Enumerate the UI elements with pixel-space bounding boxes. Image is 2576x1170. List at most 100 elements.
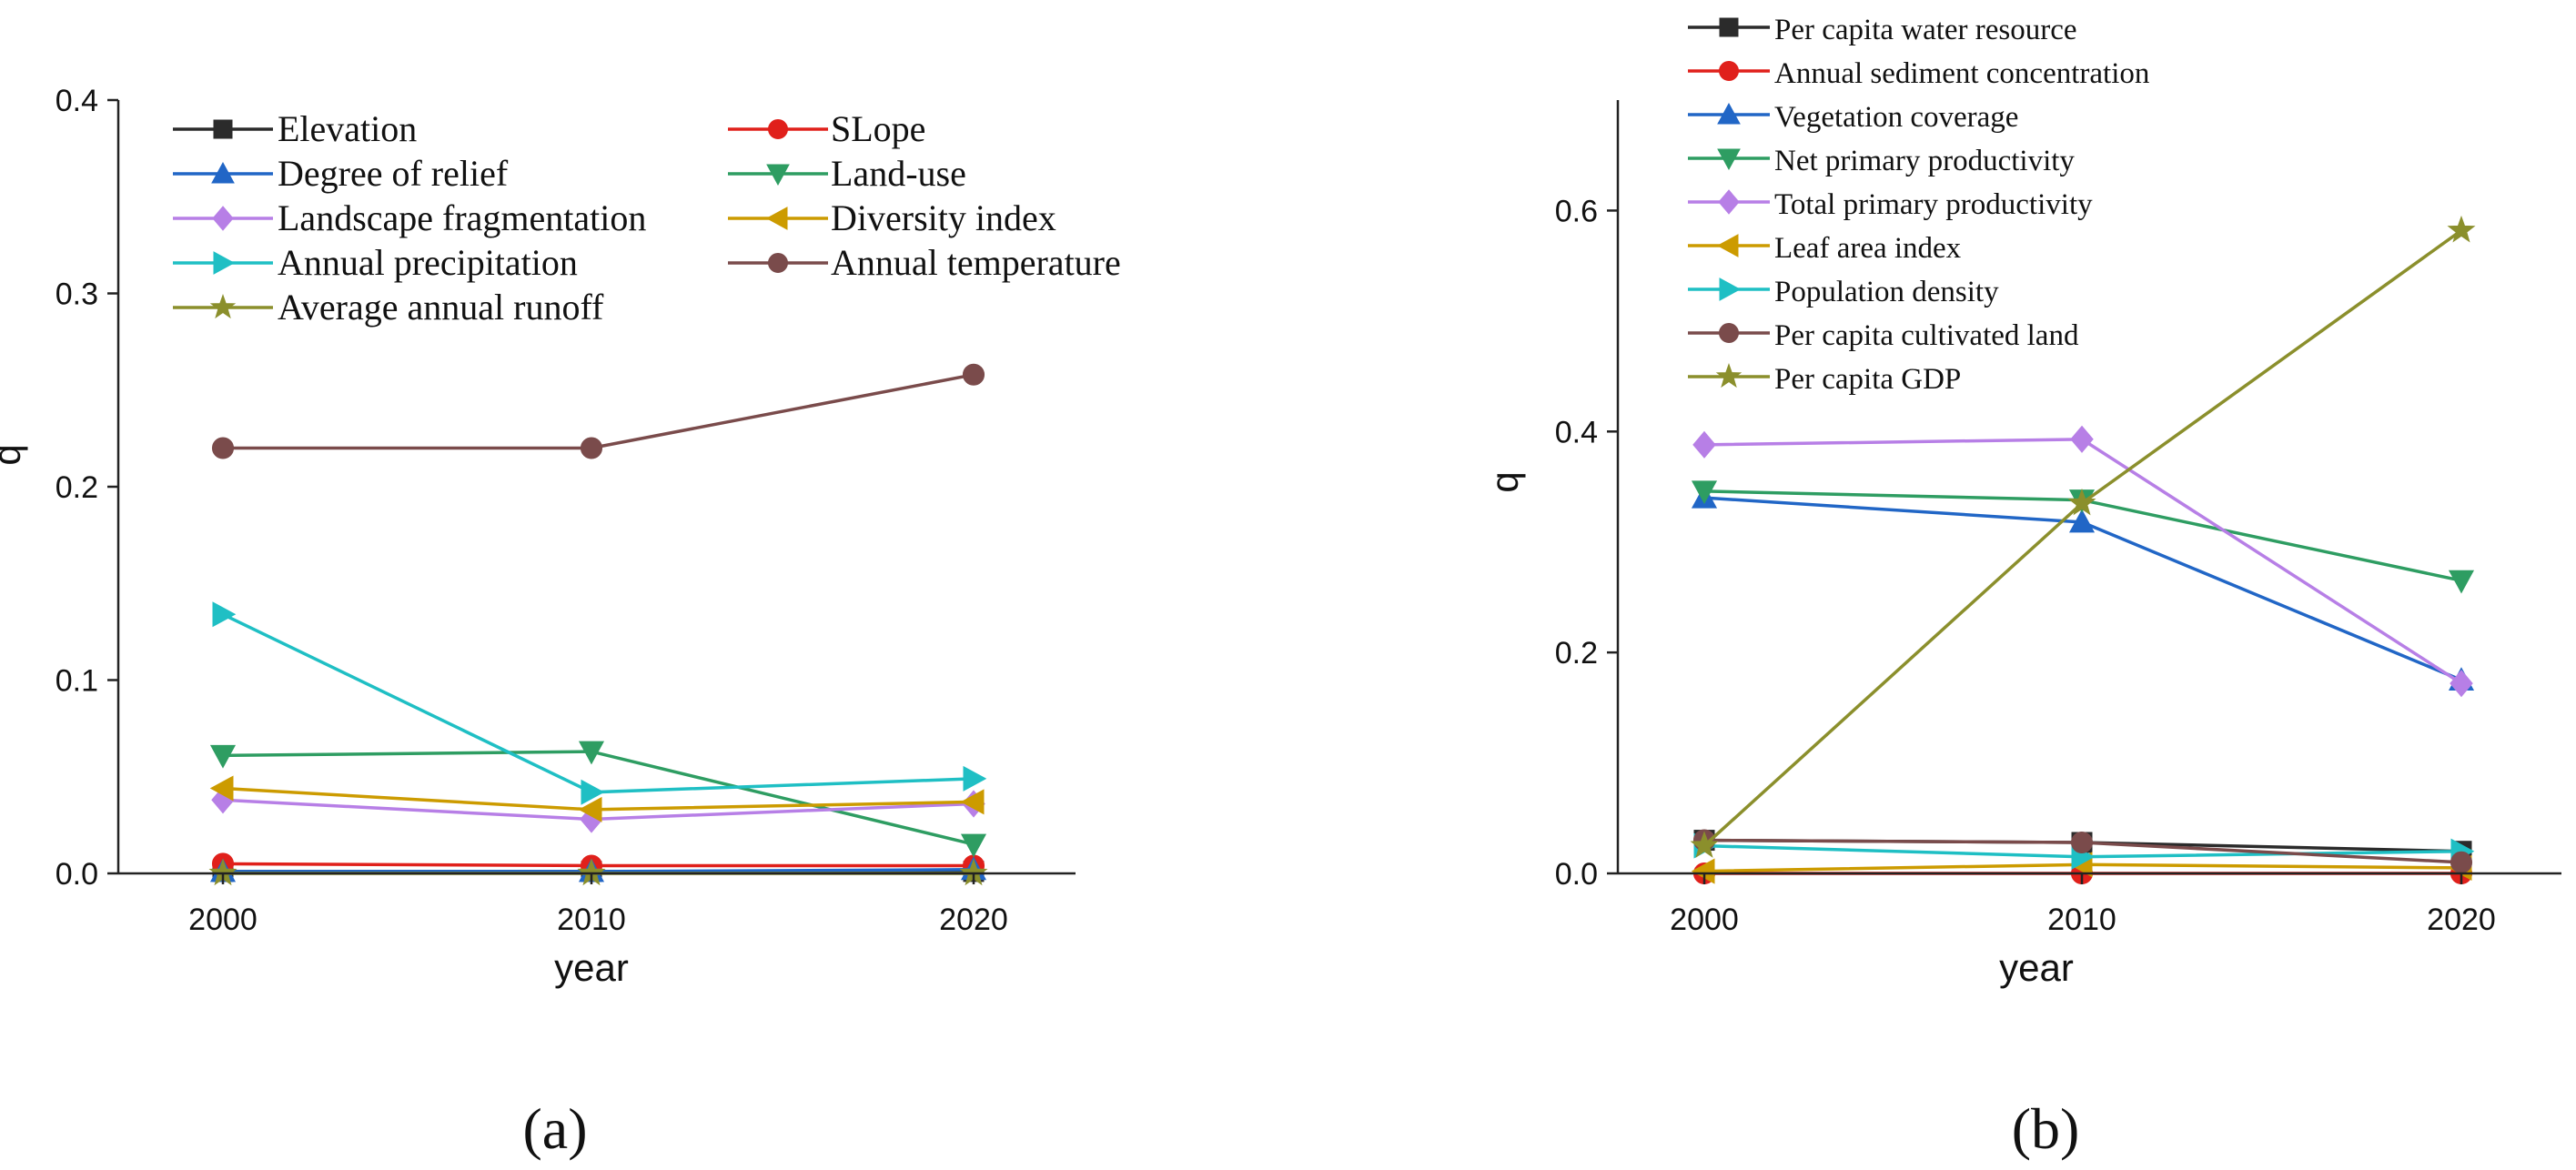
legend-marker xyxy=(1715,362,1743,388)
data-point xyxy=(2450,670,2473,698)
x-tick-label: 2010 xyxy=(2047,903,2116,937)
legend-item: Annual temperature xyxy=(728,242,1121,283)
legend-marker xyxy=(1719,323,1739,343)
x-tick-label: 2020 xyxy=(939,903,1008,937)
legend-b: Per capita water resource Annual sediment… xyxy=(1688,14,2149,396)
y-tick-label: 0.4 xyxy=(1555,415,1598,449)
y-tick-label: 0.0 xyxy=(56,857,98,892)
legend-label: SLope xyxy=(831,108,925,149)
data-point xyxy=(1692,430,1716,459)
legend-label: Per capita water resource xyxy=(1774,14,2077,46)
series-line xyxy=(222,750,975,846)
x-tick-label: 2010 xyxy=(557,903,626,937)
legend-marker xyxy=(1719,61,1739,81)
legend-marker xyxy=(213,119,233,139)
legend-marker xyxy=(213,251,236,275)
legend-label: Total primary productivity xyxy=(1774,188,2093,221)
data-point xyxy=(209,744,237,769)
chart-panel-a: 0.0 0.1 0.2 0.3 0.4 2000 2010 2020 Elevation SLo… xyxy=(0,84,1121,1161)
data-point xyxy=(2450,851,2473,873)
series-line xyxy=(1703,438,2462,685)
series-layer-b xyxy=(1690,215,2476,885)
y-tick-label: 0.2 xyxy=(1555,636,1598,671)
legend-marker xyxy=(1717,148,1741,171)
axes-a: 0.0 0.1 0.2 0.3 0.4 2000 2010 2020 xyxy=(56,84,1076,937)
series-line xyxy=(223,373,975,450)
legend-label: Degree of relief xyxy=(278,153,509,194)
data-point xyxy=(1691,480,1718,505)
legend-item: Landscape fragmentation xyxy=(173,197,646,238)
axes-b: 0.0 0.2 0.4 0.6 2000 2010 2020 xyxy=(1555,100,2561,937)
chart-panel-b: 0.0 0.2 0.4 0.6 2000 2010 2020 Per capita wate… xyxy=(1483,14,2561,1161)
legend-label: Elevation xyxy=(278,108,417,149)
data-point xyxy=(1690,831,1719,858)
legend-marker xyxy=(1717,102,1741,125)
legend-item: Per capita GDP xyxy=(1688,362,1961,396)
legend-marker xyxy=(212,206,234,231)
legend-label: Vegetation coverage xyxy=(1774,101,2018,134)
legend-marker xyxy=(766,164,790,187)
data-point xyxy=(209,775,234,802)
legend-label: Land-use xyxy=(831,153,966,194)
legend-marker xyxy=(209,293,237,319)
legend-item: Land-use xyxy=(728,153,966,194)
legend-marker xyxy=(211,161,235,184)
panel-label-a: (a) xyxy=(522,1096,587,1161)
legend-item: Degree of relief xyxy=(173,153,509,194)
y-tick-label: 0.0 xyxy=(1555,857,1598,892)
series-line xyxy=(222,612,975,794)
legend-label: Landscape fragmentation xyxy=(278,197,646,238)
panel-label-b: (b) xyxy=(2012,1096,2080,1161)
data-point xyxy=(578,741,605,765)
data-point xyxy=(2070,831,2094,854)
y-tick-label: 0.6 xyxy=(1555,194,1598,228)
legend-label: Population density xyxy=(1774,276,1999,308)
legend-marker xyxy=(768,119,788,139)
legend-item: Net primary productivity xyxy=(1688,145,2075,177)
legend-label: Annual precipitation xyxy=(278,242,578,283)
legend-label: Per capita GDP xyxy=(1774,363,1961,396)
data-point xyxy=(212,601,237,628)
data-point xyxy=(960,833,987,858)
series-layer-a xyxy=(208,363,988,886)
data-point xyxy=(581,779,605,805)
legend-item: Vegetation coverage xyxy=(1688,101,2018,134)
data-point xyxy=(962,363,985,386)
series-land-use xyxy=(209,741,987,858)
legend-marker xyxy=(765,207,788,230)
legend-item: Diversity index xyxy=(728,197,1056,238)
y-tick-label: 0.4 xyxy=(56,84,98,118)
data-point xyxy=(960,789,985,815)
legend-item: Total primary productivity xyxy=(1688,188,2093,221)
legend-item: Per capita cultivated land xyxy=(1688,319,2079,352)
legend-item: Annual sediment concentration xyxy=(1688,57,2149,90)
legend-item: Leaf area index xyxy=(1688,232,1962,265)
legend-marker xyxy=(1718,189,1740,215)
data-point xyxy=(963,765,987,792)
data-point xyxy=(578,796,602,822)
series-total-primary-productivity xyxy=(1692,425,2473,698)
legend-label: Net primary productivity xyxy=(1774,145,2075,177)
legend-marker xyxy=(1719,17,1739,37)
x-tick-label: 2020 xyxy=(2427,903,2496,937)
y-tick-label: 0.1 xyxy=(56,664,98,699)
data-point xyxy=(2067,488,2096,516)
y-axis-title-a: q xyxy=(0,444,28,465)
data-point xyxy=(2448,570,2475,594)
legend-item: Per capita water resource xyxy=(1688,14,2077,46)
legend-item: Elevation xyxy=(173,108,417,149)
y-tick-label: 0.3 xyxy=(56,277,98,312)
data-point xyxy=(211,437,235,459)
legend-item: Annual precipitation xyxy=(173,242,578,283)
legend-label: Leaf area index xyxy=(1774,232,1962,265)
x-tick-label: 2000 xyxy=(188,903,258,937)
series-annual-temperature xyxy=(211,363,985,459)
legend-item: Average annual runoff xyxy=(173,287,604,328)
x-tick-label: 2000 xyxy=(1670,903,1739,937)
data-point xyxy=(580,437,603,459)
data-point xyxy=(2447,215,2476,243)
legend-marker xyxy=(1719,277,1742,301)
x-axis-title-a: year xyxy=(554,946,629,989)
series-per-capita-gdp xyxy=(1690,215,2476,858)
